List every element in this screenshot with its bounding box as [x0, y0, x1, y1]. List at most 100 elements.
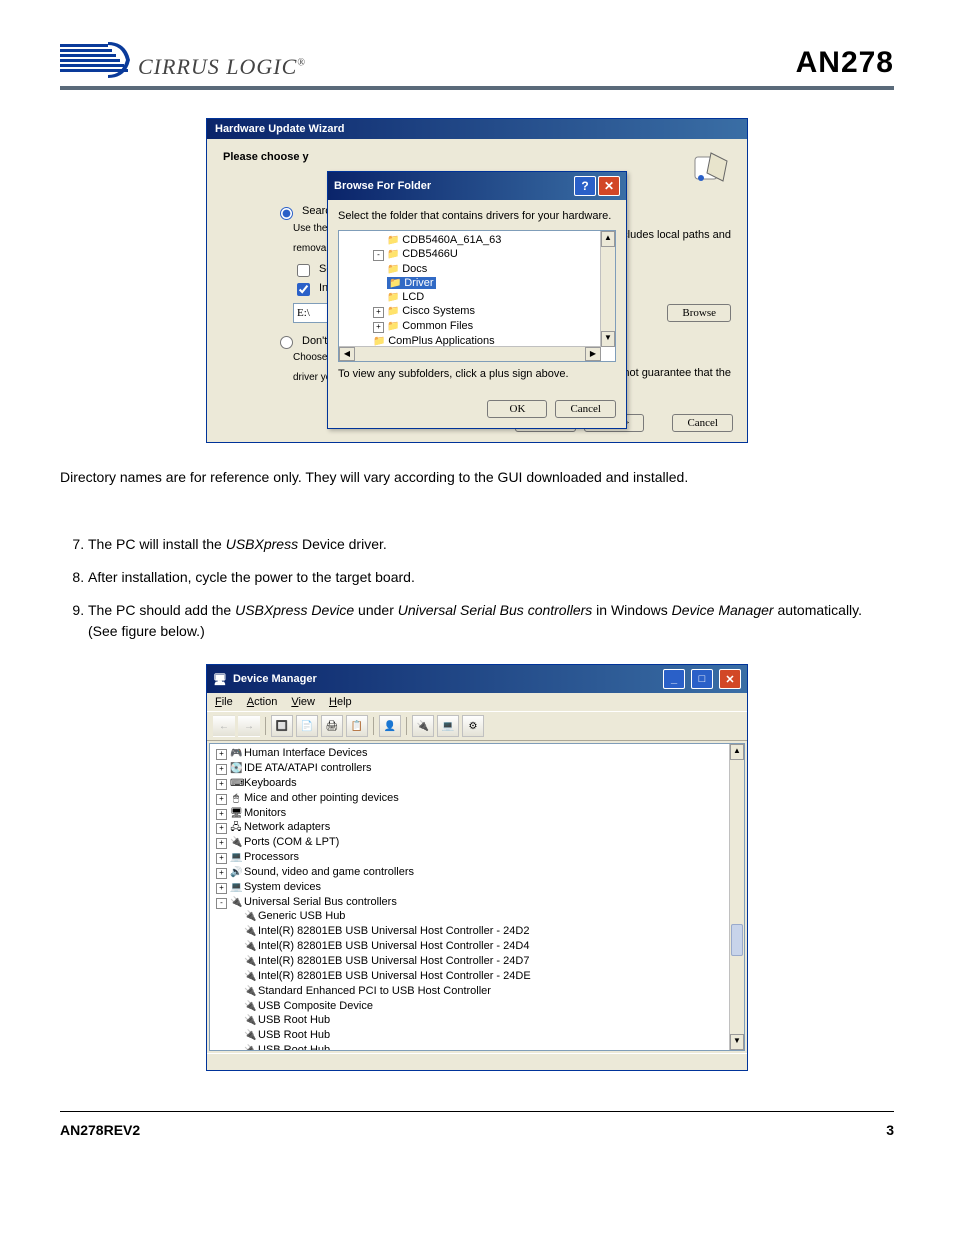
logo-text: CIRRUS LOGIC®: [138, 54, 306, 80]
scroll-up-icon[interactable]: ▲: [601, 231, 615, 247]
bff-tree-item[interactable]: Driver: [345, 276, 615, 290]
dm-tree-subitem[interactable]: 🔌USB Root Hub: [216, 1013, 744, 1028]
note-text: Directory names are for reference only. …: [60, 467, 894, 488]
dm-tree-item[interactable]: +⌨Keyboards: [216, 776, 744, 791]
steps-list: The PC will install the USBXpress Device…: [60, 528, 894, 648]
scroll-down-icon[interactable]: ▼: [601, 331, 615, 347]
dm-tree-item[interactable]: +🖥Monitors: [216, 806, 744, 821]
logo-mark-icon: [60, 40, 132, 80]
side-text-top: cludes local paths and: [622, 229, 731, 241]
dm-tree-subitem[interactable]: 🔌USB Root Hub: [216, 1043, 744, 1051]
dm-tree-subitem[interactable]: 🔌Intel(R) 82801EB USB Universal Host Con…: [216, 939, 744, 954]
dm-tree-subitem[interactable]: 🔌USB Composite Device: [216, 999, 744, 1014]
browse-for-folder-dialog: Browse For Folder ? ✕ Select the folder …: [327, 171, 627, 429]
dm-tree-item[interactable]: +🖱Mice and other pointing devices: [216, 791, 744, 806]
toolbar-button[interactable]: ⚙: [462, 715, 484, 737]
wizard-titlebar[interactable]: Hardware Update Wizard: [207, 119, 747, 139]
figure-device-manager: 🖥 Device Manager _ □ ✕ File Action View Hel…: [60, 664, 894, 1071]
dm-tree-subitem[interactable]: 🔌Intel(R) 82801EB USB Universal Host Con…: [216, 954, 744, 969]
checkbox-sea[interactable]: [297, 264, 310, 277]
footer-rev: AN278REV2: [60, 1122, 140, 1138]
toolbar-button[interactable]: 🖨: [321, 715, 343, 737]
step-9: The PC should add the USBXpress Device u…: [88, 594, 894, 648]
bff-cancel-button[interactable]: Cancel: [555, 400, 616, 418]
scroll-thumb[interactable]: [731, 924, 743, 956]
bff-vscroll[interactable]: ▲ ▼: [600, 231, 615, 347]
bff-tree-item[interactable]: +Common Files: [345, 319, 615, 334]
dm-tree-item[interactable]: +🔌Ports (COM & LPT): [216, 835, 744, 850]
figure-wizard: Hardware Update Wizard Please choose y S…: [60, 118, 894, 443]
radio-dontsearch[interactable]: [280, 336, 293, 349]
page-footer: AN278REV2 3: [60, 1111, 894, 1138]
wizard-icon: [693, 151, 731, 189]
toolbar-button[interactable]: 📋: [346, 715, 368, 737]
dm-device-tree[interactable]: +🎮Human Interface Devices+💽IDE ATA/ATAPI…: [209, 743, 745, 1051]
dm-tree-subitem[interactable]: 🔌USB Root Hub: [216, 1028, 744, 1043]
toolbar-button[interactable]: 🔲: [271, 715, 293, 737]
toolbar-button[interactable]: 💻: [437, 715, 459, 737]
bff-tree-item[interactable]: -CDB5466U: [345, 247, 615, 262]
dm-statusbar: [207, 1053, 747, 1070]
toolbar-separator: [265, 717, 266, 735]
cancel-button[interactable]: Cancel: [672, 414, 733, 432]
bff-tree-item[interactable]: CDB5460A_61A_63: [345, 233, 615, 247]
device-manager-window: 🖥 Device Manager _ □ ✕ File Action View Hel…: [206, 664, 748, 1071]
help-icon[interactable]: ?: [574, 176, 596, 196]
bff-folder-tree[interactable]: CDB5460A_61A_63-CDB5466UDocsDriverLCD+Ci…: [338, 230, 616, 362]
bff-tree-item[interactable]: Docs: [345, 262, 615, 276]
bff-subfolder-hint: To view any subfolders, click a plus sig…: [338, 368, 616, 380]
scroll-down-icon[interactable]: ▼: [730, 1034, 744, 1050]
browse-button[interactable]: Browse: [667, 304, 731, 322]
dm-tree-item[interactable]: -🔌Universal Serial Bus controllers: [216, 895, 744, 910]
menu-file[interactable]: File: [215, 696, 233, 708]
bff-title-text: Browse For Folder: [334, 180, 574, 192]
step-7: The PC will install the USBXpress Device…: [88, 528, 894, 561]
toolbar-button[interactable]: 👤: [379, 715, 401, 737]
close-icon[interactable]: ✕: [598, 176, 620, 196]
scroll-right-icon[interactable]: ▶: [585, 347, 601, 361]
bff-titlebar[interactable]: Browse For Folder ? ✕: [328, 172, 626, 200]
dm-tree-item[interactable]: +💽IDE ATA/ATAPI controllers: [216, 761, 744, 776]
dm-tree-item[interactable]: +🔊Sound, video and game controllers: [216, 865, 744, 880]
toolbar-button[interactable]: 🔌: [412, 715, 434, 737]
bff-hscroll[interactable]: ◀ ▶: [339, 346, 601, 361]
toolbar-button[interactable]: 📄: [296, 715, 318, 737]
dm-toolbar[interactable]: ←→ 🔲📄🖨📋 👤 🔌💻⚙: [207, 711, 747, 741]
menu-view[interactable]: View: [291, 696, 315, 708]
dm-vscroll[interactable]: ▲ ▼: [729, 744, 744, 1050]
dm-app-icon: 🖥: [213, 673, 227, 686]
maximize-icon[interactable]: □: [691, 669, 713, 689]
checkbox-incl[interactable]: [297, 283, 310, 296]
radio-search[interactable]: [280, 207, 293, 220]
toolbar-button[interactable]: →: [238, 715, 260, 737]
scroll-left-icon[interactable]: ◀: [339, 347, 355, 361]
dm-title-text: Device Manager: [233, 673, 317, 685]
close-icon[interactable]: ✕: [719, 669, 741, 689]
dm-tree-item[interactable]: +💻Processors: [216, 850, 744, 865]
dm-tree-subitem[interactable]: 🔌Standard Enhanced PCI to USB Host Contr…: [216, 984, 744, 999]
footer-page: 3: [886, 1122, 894, 1138]
bff-ok-button[interactable]: OK: [487, 400, 547, 418]
dm-tree-subitem[interactable]: 🔌Intel(R) 82801EB USB Universal Host Con…: [216, 924, 744, 939]
menu-action[interactable]: Action: [247, 696, 278, 708]
bff-instruction: Select the folder that contains drivers …: [338, 210, 616, 222]
dm-tree-item[interactable]: +🎮Human Interface Devices: [216, 746, 744, 761]
scroll-up-icon[interactable]: ▲: [730, 744, 744, 760]
minimize-icon[interactable]: _: [663, 669, 685, 689]
dm-tree-item[interactable]: +🖧Network adapters: [216, 820, 744, 835]
dm-tree-item[interactable]: +💻System devices: [216, 880, 744, 895]
toolbar-button[interactable]: ←: [213, 715, 235, 737]
dm-tree-subitem[interactable]: 🔌Intel(R) 82801EB USB Universal Host Con…: [216, 969, 744, 984]
menu-help[interactable]: Help: [329, 696, 352, 708]
wizard-subtitle: Please choose y: [223, 151, 309, 163]
step-8: After installation, cycle the power to t…: [88, 561, 894, 594]
doc-code: AN278: [796, 46, 894, 80]
side-text-bot: not guarantee that the: [623, 367, 731, 379]
dm-tree-subitem[interactable]: 🔌Generic USB Hub: [216, 909, 744, 924]
dm-menubar[interactable]: File Action View Help: [207, 693, 747, 711]
logo: CIRRUS LOGIC®: [60, 40, 306, 80]
bff-tree-item[interactable]: +Cisco Systems: [345, 304, 615, 319]
dm-titlebar[interactable]: 🖥 Device Manager _ □ ✕: [207, 665, 747, 693]
hardware-update-wizard: Hardware Update Wizard Please choose y S…: [206, 118, 748, 443]
bff-tree-item[interactable]: LCD: [345, 290, 615, 304]
